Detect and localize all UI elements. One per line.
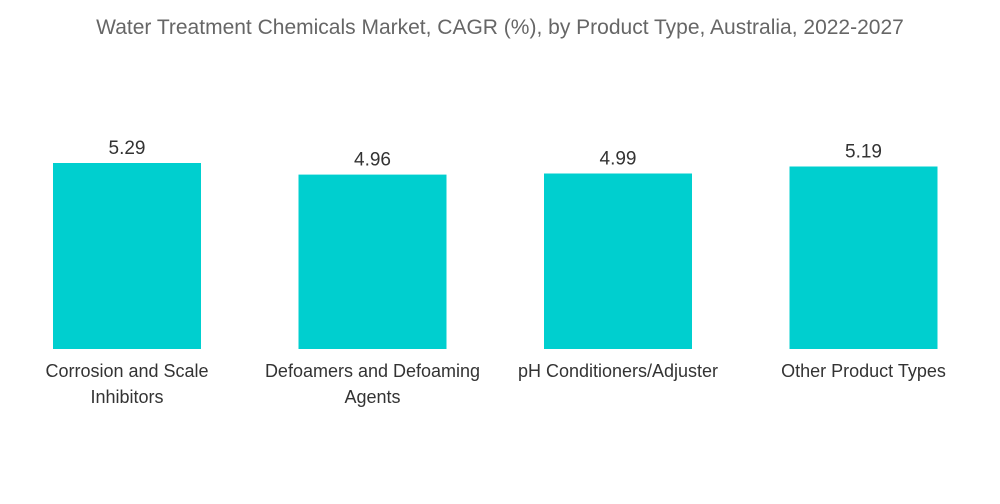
category-label-3: Other Product Types [781, 361, 946, 381]
category-label-0: Corrosion and Scale Inhibitors [45, 361, 208, 407]
chart-title: Water Treatment Chemicals Market, CAGR (… [96, 16, 904, 39]
value-label-3: 5.19 [845, 142, 882, 163]
category-label-line: Corrosion and Scale [45, 361, 208, 381]
bar-3 [789, 166, 938, 349]
category-label-line: Agents [344, 387, 400, 407]
category-label-line: Defoamers and Defoaming [265, 361, 480, 381]
bar-2 [544, 173, 692, 349]
category-label-1: Defoamers and Defoaming Agents [265, 361, 480, 407]
value-label-2: 4.99 [600, 149, 637, 170]
bars-group [53, 163, 938, 349]
bar-1 [298, 174, 447, 349]
bar-0 [53, 163, 201, 349]
value-labels-group: 5.29 4.96 4.99 5.19 [109, 138, 882, 171]
category-label-line: Inhibitors [90, 387, 163, 407]
value-label-0: 5.29 [109, 138, 146, 159]
category-label-line: Other Product Types [781, 361, 946, 381]
category-labels-group: Corrosion and Scale Inhibitors Defoamers a… [45, 361, 945, 407]
category-label-line: pH Conditioners/Adjuster [518, 361, 718, 381]
category-label-2: pH Conditioners/Adjuster [518, 361, 718, 381]
value-label-1: 4.96 [354, 150, 391, 171]
